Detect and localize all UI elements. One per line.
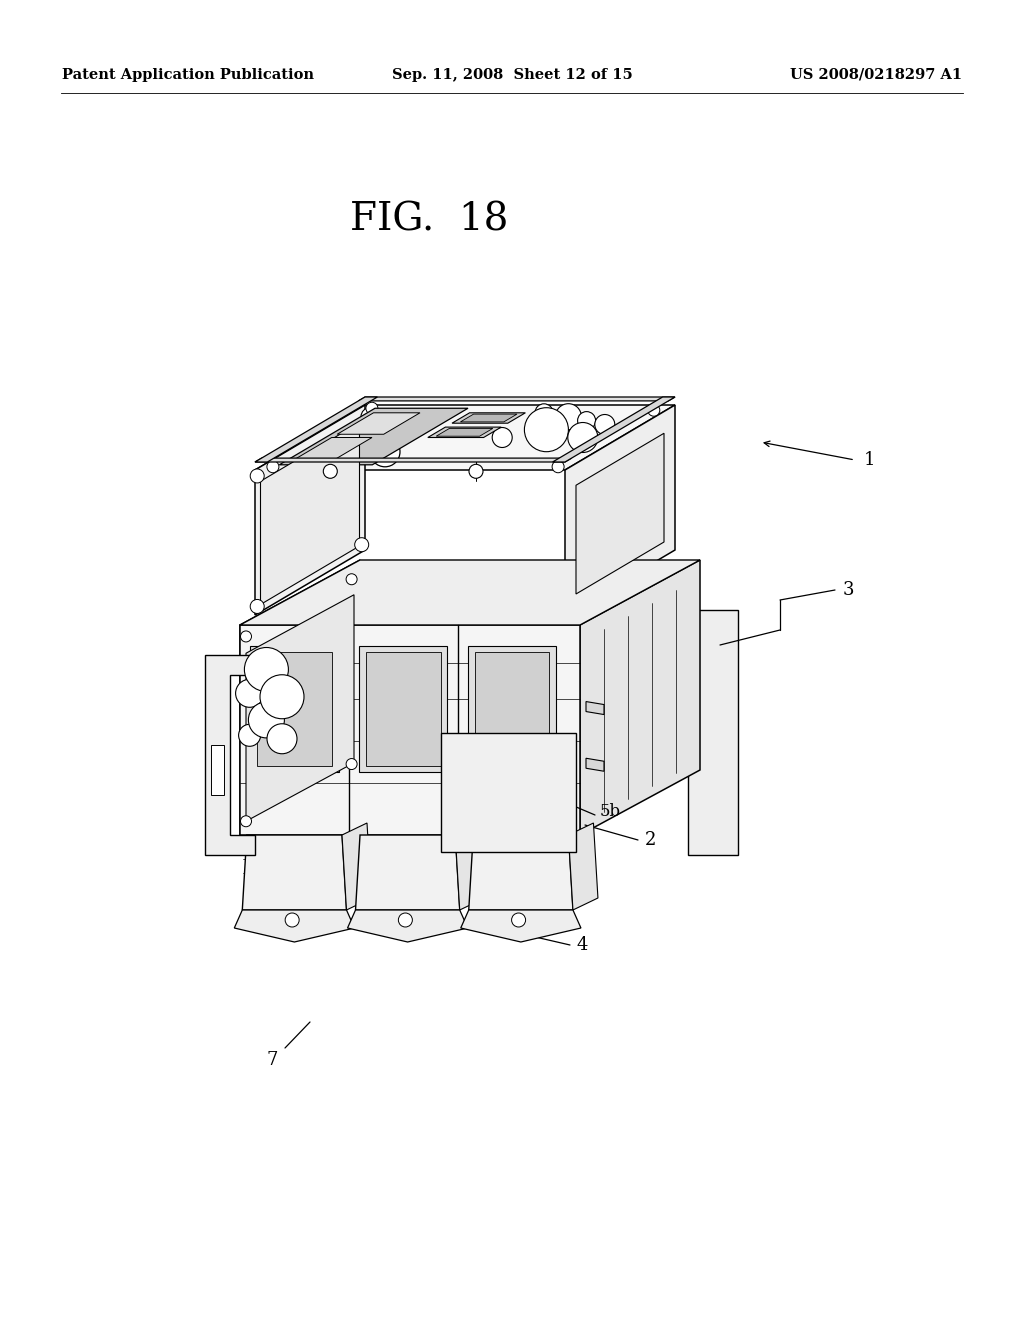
Circle shape xyxy=(578,412,596,429)
Polygon shape xyxy=(243,836,346,909)
Polygon shape xyxy=(436,429,493,436)
Polygon shape xyxy=(553,397,675,462)
Polygon shape xyxy=(240,560,700,624)
Circle shape xyxy=(567,422,598,453)
Circle shape xyxy=(346,759,357,770)
Text: 2: 2 xyxy=(644,832,655,849)
Polygon shape xyxy=(240,560,360,836)
Circle shape xyxy=(555,404,582,430)
Circle shape xyxy=(358,414,402,458)
Polygon shape xyxy=(234,909,354,942)
Text: 3: 3 xyxy=(843,581,854,599)
Polygon shape xyxy=(255,397,378,462)
Circle shape xyxy=(324,465,337,478)
Polygon shape xyxy=(577,433,664,594)
Circle shape xyxy=(648,404,659,416)
Polygon shape xyxy=(441,733,577,851)
Polygon shape xyxy=(255,405,365,615)
Text: 4: 4 xyxy=(577,936,588,954)
Polygon shape xyxy=(358,397,675,401)
Polygon shape xyxy=(257,652,332,766)
Circle shape xyxy=(469,465,483,478)
Polygon shape xyxy=(468,645,556,772)
Polygon shape xyxy=(461,414,517,422)
Polygon shape xyxy=(255,458,571,462)
Circle shape xyxy=(535,404,553,422)
Circle shape xyxy=(239,725,260,746)
Polygon shape xyxy=(474,652,550,766)
Polygon shape xyxy=(205,655,255,855)
Circle shape xyxy=(241,816,252,826)
Circle shape xyxy=(493,428,512,447)
Text: US 2008/0218297 A1: US 2008/0218297 A1 xyxy=(790,69,962,82)
Polygon shape xyxy=(461,909,581,942)
Circle shape xyxy=(267,723,297,754)
Circle shape xyxy=(346,574,357,585)
Circle shape xyxy=(245,648,289,692)
Circle shape xyxy=(236,680,263,708)
Text: 1: 1 xyxy=(864,451,876,469)
Polygon shape xyxy=(586,758,604,771)
Text: 7: 7 xyxy=(266,1051,278,1069)
Circle shape xyxy=(361,408,379,425)
Polygon shape xyxy=(580,560,700,836)
Polygon shape xyxy=(342,822,372,909)
Circle shape xyxy=(354,537,369,552)
Polygon shape xyxy=(565,405,675,615)
Circle shape xyxy=(524,408,568,451)
Polygon shape xyxy=(355,836,460,909)
Polygon shape xyxy=(280,408,468,465)
Polygon shape xyxy=(260,422,359,605)
Text: 5b: 5b xyxy=(599,804,621,821)
Polygon shape xyxy=(688,610,738,855)
Polygon shape xyxy=(240,624,580,836)
Circle shape xyxy=(595,414,614,434)
Circle shape xyxy=(267,461,279,473)
Text: Patent Application Publication: Patent Application Publication xyxy=(62,69,314,82)
Polygon shape xyxy=(456,822,484,909)
Circle shape xyxy=(366,403,378,414)
Circle shape xyxy=(250,599,264,614)
Polygon shape xyxy=(359,645,447,772)
Circle shape xyxy=(398,913,413,927)
Circle shape xyxy=(249,702,285,738)
Circle shape xyxy=(250,469,264,483)
Polygon shape xyxy=(366,652,440,766)
Polygon shape xyxy=(255,405,675,470)
Polygon shape xyxy=(428,428,501,437)
Circle shape xyxy=(260,675,304,719)
Polygon shape xyxy=(293,437,372,461)
Circle shape xyxy=(370,437,400,467)
Circle shape xyxy=(241,631,252,642)
Polygon shape xyxy=(337,413,420,434)
Polygon shape xyxy=(246,595,354,821)
Polygon shape xyxy=(568,822,598,909)
Circle shape xyxy=(285,913,299,927)
Polygon shape xyxy=(211,744,224,795)
Polygon shape xyxy=(469,836,573,909)
Circle shape xyxy=(552,461,564,473)
Circle shape xyxy=(512,913,525,927)
Polygon shape xyxy=(250,645,339,772)
Text: Sep. 11, 2008  Sheet 12 of 15: Sep. 11, 2008 Sheet 12 of 15 xyxy=(391,69,633,82)
Text: FIG.  18: FIG. 18 xyxy=(350,202,508,239)
Polygon shape xyxy=(452,413,525,424)
Polygon shape xyxy=(347,909,468,942)
Polygon shape xyxy=(586,701,604,714)
